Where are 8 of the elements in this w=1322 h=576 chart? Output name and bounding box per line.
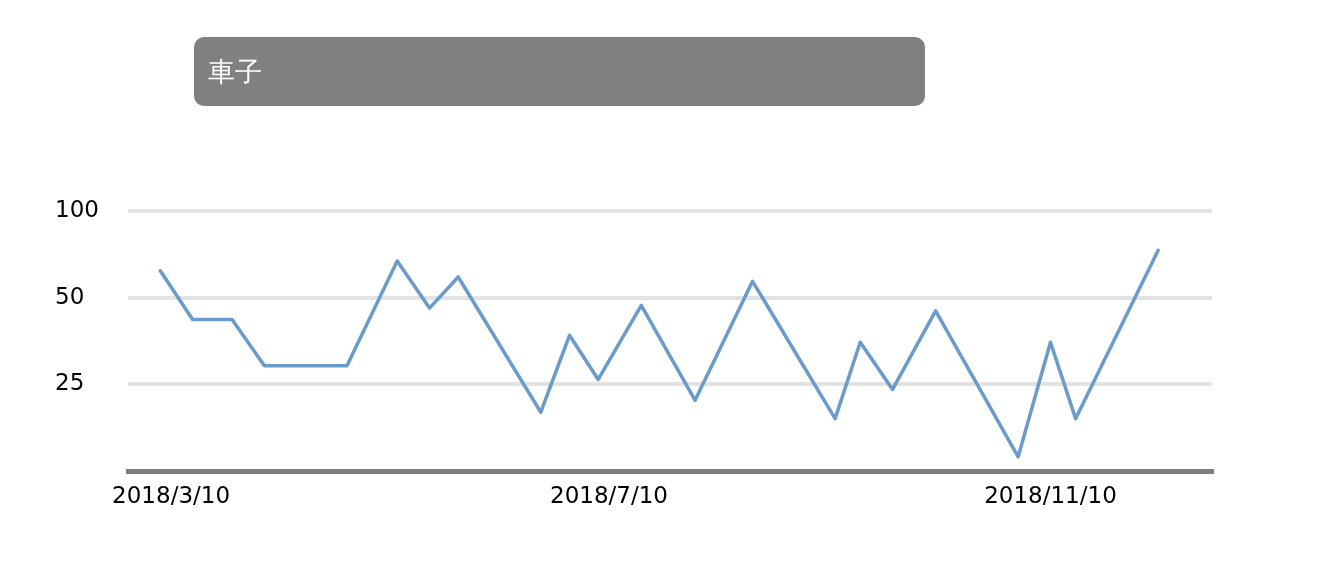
x-tick-label: 2018/11/10	[984, 481, 1117, 508]
x-tick-label: 2018/3/10	[112, 481, 231, 508]
title-banner: 車子	[194, 37, 925, 106]
y-tick-label: 25	[55, 369, 85, 396]
x-tick-label: 2018/7/10	[550, 481, 668, 508]
chart-title: 車子	[208, 55, 262, 88]
y-tick-label: 50	[55, 282, 85, 309]
y-tick-label: 100	[55, 195, 99, 222]
